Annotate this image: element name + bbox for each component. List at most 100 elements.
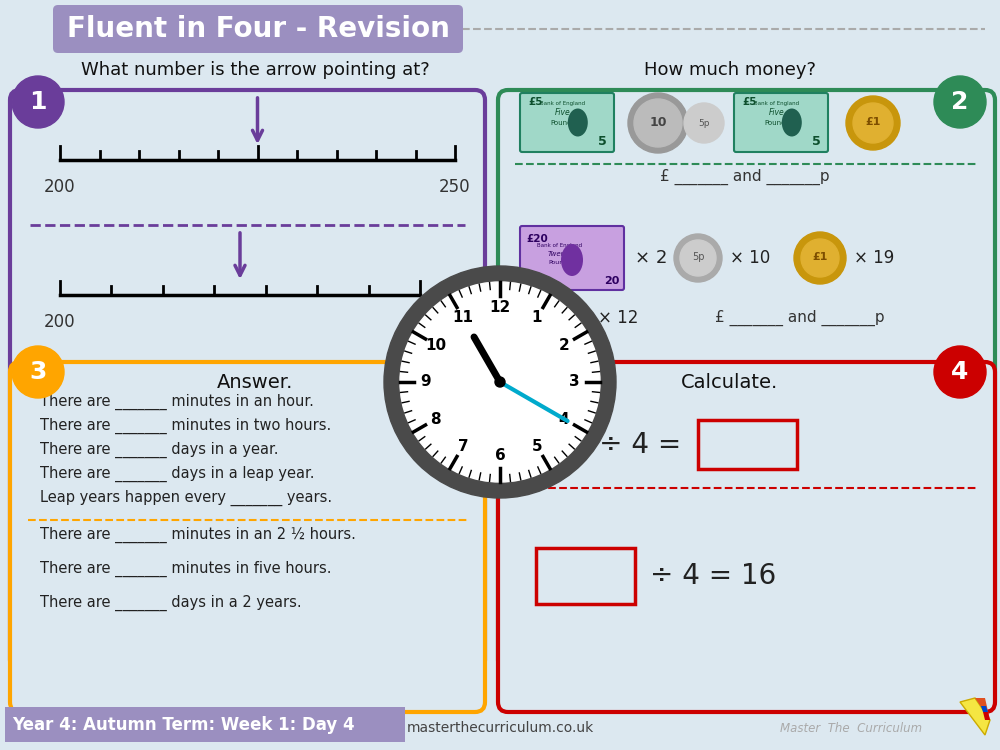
Text: Twenty: Twenty [548,251,572,257]
Text: 10: 10 [649,116,667,128]
Text: 10: 10 [425,338,446,352]
Text: £1: £1 [812,252,828,262]
Text: There are _______ minutes in an 2 ½ hours.: There are _______ minutes in an 2 ½ hour… [40,527,356,543]
Text: 3: 3 [569,374,579,389]
Text: 200: 200 [44,313,76,331]
Text: 3: 3 [29,360,47,384]
Text: 4: 4 [559,412,569,427]
Text: 5p: 5p [692,252,704,262]
Circle shape [628,93,688,153]
Circle shape [12,346,64,398]
Circle shape [12,76,64,128]
Text: £5: £5 [528,97,542,107]
Text: 250: 250 [439,178,471,196]
Text: Pounds: Pounds [549,260,571,265]
FancyBboxPatch shape [498,362,995,712]
Polygon shape [975,698,990,720]
Circle shape [384,266,616,498]
Circle shape [853,103,893,143]
Text: × 10: × 10 [730,249,770,267]
Text: There are _______ days in a year.: There are _______ days in a year. [40,442,278,458]
Text: Bank of England: Bank of England [537,243,583,248]
Circle shape [400,282,600,482]
FancyBboxPatch shape [698,420,797,469]
Text: Fluent in Four - Revision: Fluent in Four - Revision [67,15,449,43]
Text: Pounds: Pounds [764,120,789,126]
FancyBboxPatch shape [536,548,635,604]
Ellipse shape [561,244,583,276]
Text: Bank of England: Bank of England [754,101,799,106]
Text: Five: Five [769,108,784,117]
Polygon shape [981,706,988,712]
Text: £20: £20 [526,234,548,244]
Text: 1: 1 [532,310,542,326]
Text: There are _______ days in a leap year.: There are _______ days in a leap year. [40,466,314,482]
Circle shape [634,99,682,147]
FancyBboxPatch shape [5,707,405,742]
Text: 340: 340 [404,313,436,331]
FancyBboxPatch shape [10,90,485,670]
Polygon shape [960,698,990,735]
Circle shape [680,240,716,276]
Circle shape [532,290,588,346]
Text: 7: 7 [458,439,468,454]
Text: 11: 11 [452,310,474,326]
Text: 6: 6 [495,448,505,464]
Text: Calculate.: Calculate. [681,373,779,392]
Text: How much money?: How much money? [644,61,816,79]
Text: 5p: 5p [698,118,710,128]
Text: 12: 12 [489,301,511,316]
Text: £1: £1 [865,117,881,127]
Text: 20: 20 [604,276,620,286]
Text: 5: 5 [532,439,542,454]
Circle shape [934,346,986,398]
Text: £ _______ and _______p: £ _______ and _______p [715,310,885,326]
FancyBboxPatch shape [734,93,828,152]
Circle shape [846,96,900,150]
Text: 4: 4 [951,360,969,384]
Text: There are _______ days in a 2 years.: There are _______ days in a 2 years. [40,595,302,611]
Text: £2: £2 [552,312,568,322]
FancyBboxPatch shape [520,93,614,152]
Text: × 12: × 12 [598,309,638,327]
Circle shape [540,298,580,338]
FancyBboxPatch shape [53,5,463,53]
Text: Pounds: Pounds [550,120,575,126]
Ellipse shape [782,109,802,136]
Text: Five: Five [555,108,570,117]
Text: There are _______ minutes in five hours.: There are _______ minutes in five hours. [40,561,332,577]
Text: Year 4: Autumn Term: Week 1: Day 4: Year 4: Autumn Term: Week 1: Day 4 [12,716,355,734]
Text: 2: 2 [559,338,569,352]
Text: Leap years happen every _______ years.: Leap years happen every _______ years. [40,490,332,506]
Circle shape [674,234,722,282]
Circle shape [794,232,846,284]
Text: 2: 2 [951,90,969,114]
Circle shape [934,76,986,128]
Text: 5: 5 [812,135,820,148]
Ellipse shape [568,109,588,136]
Circle shape [801,239,839,277]
Text: 5: 5 [598,135,606,148]
Text: × 2: × 2 [635,249,667,267]
Text: £5: £5 [742,97,757,107]
Text: There are _______ minutes in two hours.: There are _______ minutes in two hours. [40,418,331,434]
Text: 200: 200 [44,178,76,196]
Text: 8: 8 [431,412,441,427]
Text: masterthecurriculum.co.uk: masterthecurriculum.co.uk [406,721,594,735]
FancyBboxPatch shape [520,226,624,290]
Text: × 19: × 19 [854,249,894,267]
Circle shape [684,103,724,143]
FancyBboxPatch shape [498,90,995,670]
Text: Bank of England: Bank of England [540,101,585,106]
Text: 24 ÷ 4 =: 24 ÷ 4 = [555,431,681,459]
Circle shape [495,377,505,387]
Text: 9: 9 [421,374,431,389]
Text: Master  The  Curriculum: Master The Curriculum [780,722,922,734]
Polygon shape [983,712,990,720]
Text: There are _______ minutes in an hour.: There are _______ minutes in an hour. [40,394,314,410]
Text: ÷ 4 = 16: ÷ 4 = 16 [650,562,776,590]
Text: What number is the arrow pointing at?: What number is the arrow pointing at? [81,61,429,79]
FancyBboxPatch shape [10,362,485,712]
Text: £ _______ and _______p: £ _______ and _______p [660,169,830,185]
Text: Answer.: Answer. [217,373,293,392]
